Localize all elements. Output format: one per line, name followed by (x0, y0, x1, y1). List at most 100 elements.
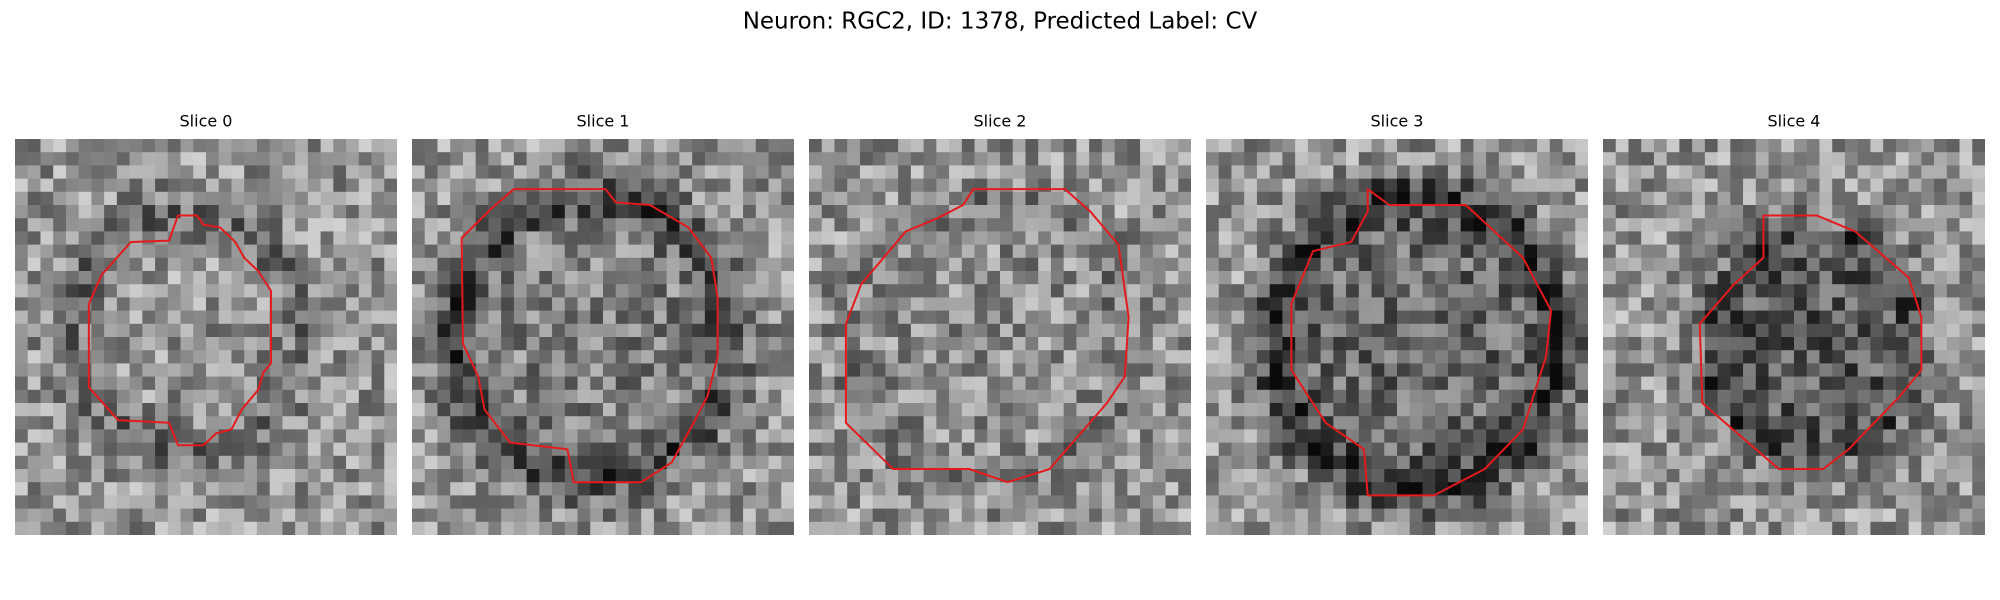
pixel (526, 495, 540, 509)
pixel (809, 231, 823, 245)
pixel (91, 205, 105, 219)
pixel (1307, 191, 1321, 206)
pixel (269, 363, 283, 377)
pixel (1806, 350, 1820, 364)
pixel (577, 416, 591, 430)
pixel (1397, 139, 1411, 153)
pixel (269, 416, 283, 430)
pixel (193, 310, 207, 325)
pixel (1063, 416, 1077, 430)
pixel (539, 297, 553, 311)
pixel (1101, 178, 1115, 193)
pixel (282, 508, 296, 523)
pixel (1333, 271, 1347, 285)
pixel (424, 205, 438, 219)
pixel (501, 482, 515, 496)
pixel (513, 297, 527, 311)
pixel (1256, 205, 1271, 219)
pixel (1435, 139, 1449, 153)
pixel (244, 191, 258, 206)
pixel (104, 429, 118, 443)
pixel (1218, 271, 1232, 285)
pixel (412, 165, 426, 179)
pixel (1603, 191, 1617, 206)
pixel (1486, 482, 1500, 496)
pixel (1422, 257, 1436, 272)
pixel (475, 521, 489, 535)
pixel (1256, 271, 1271, 285)
pixel (1806, 363, 1820, 377)
pixel (424, 482, 438, 496)
pixel (564, 482, 578, 496)
pixel (1883, 376, 1897, 391)
pixel (1921, 139, 1935, 153)
pixel (1857, 271, 1871, 285)
pixel (821, 337, 835, 351)
pixel (1000, 297, 1014, 311)
pixel (1730, 244, 1744, 259)
pixel (231, 323, 245, 338)
pixel (653, 416, 668, 430)
pixel (53, 495, 67, 509)
pixel (65, 152, 80, 166)
pixel (1295, 323, 1309, 338)
pixel (513, 271, 527, 285)
pixel (1409, 469, 1423, 483)
pixel (1218, 350, 1232, 364)
pixel (1819, 376, 1833, 391)
pixel (1679, 403, 1693, 417)
pixel (231, 271, 245, 285)
pixel (1653, 257, 1668, 272)
pixel (1549, 363, 1563, 377)
pixel (1628, 350, 1642, 364)
pixel (1743, 244, 1757, 259)
pixel (577, 376, 591, 391)
pixel (1333, 376, 1347, 391)
pixel (949, 363, 963, 377)
pixel (1397, 257, 1411, 272)
pixel (1409, 271, 1423, 285)
pixel (1165, 508, 1179, 523)
pixel (1178, 429, 1191, 443)
pixel (129, 469, 143, 483)
pixel (1870, 271, 1884, 285)
pixel (206, 416, 220, 430)
pixel (1857, 416, 1871, 430)
pixel (1000, 376, 1014, 391)
pixel (809, 376, 823, 391)
pixel (193, 152, 207, 166)
pixel (78, 495, 92, 509)
pixel (358, 231, 372, 245)
pixel (1218, 139, 1232, 153)
pixel (1460, 429, 1474, 443)
pixel (1615, 244, 1629, 259)
pixel (1666, 455, 1680, 470)
pixel (872, 337, 886, 351)
pixel (1422, 416, 1436, 430)
pixel (53, 455, 67, 470)
pixel (475, 139, 489, 153)
pixel (1358, 297, 1372, 311)
pixel (218, 389, 232, 404)
pixel (1000, 244, 1014, 259)
pixel (104, 297, 118, 311)
pixel (475, 257, 489, 272)
pixel (1269, 205, 1283, 219)
pixel (1447, 271, 1462, 285)
pixel (1730, 231, 1744, 245)
pixel (1743, 363, 1757, 377)
pixel (1101, 231, 1115, 245)
pixel (1819, 257, 1833, 272)
pixel (1666, 257, 1680, 272)
pixel (755, 310, 769, 325)
pixel (475, 442, 489, 457)
pixel (1038, 297, 1052, 311)
pixel (1832, 297, 1846, 311)
pixel (755, 429, 769, 443)
pixel (1307, 389, 1321, 404)
pixel (1333, 191, 1347, 206)
pixel (1870, 495, 1884, 509)
pixel (1934, 429, 1948, 443)
pixel (1832, 191, 1846, 206)
pixel (371, 244, 385, 259)
